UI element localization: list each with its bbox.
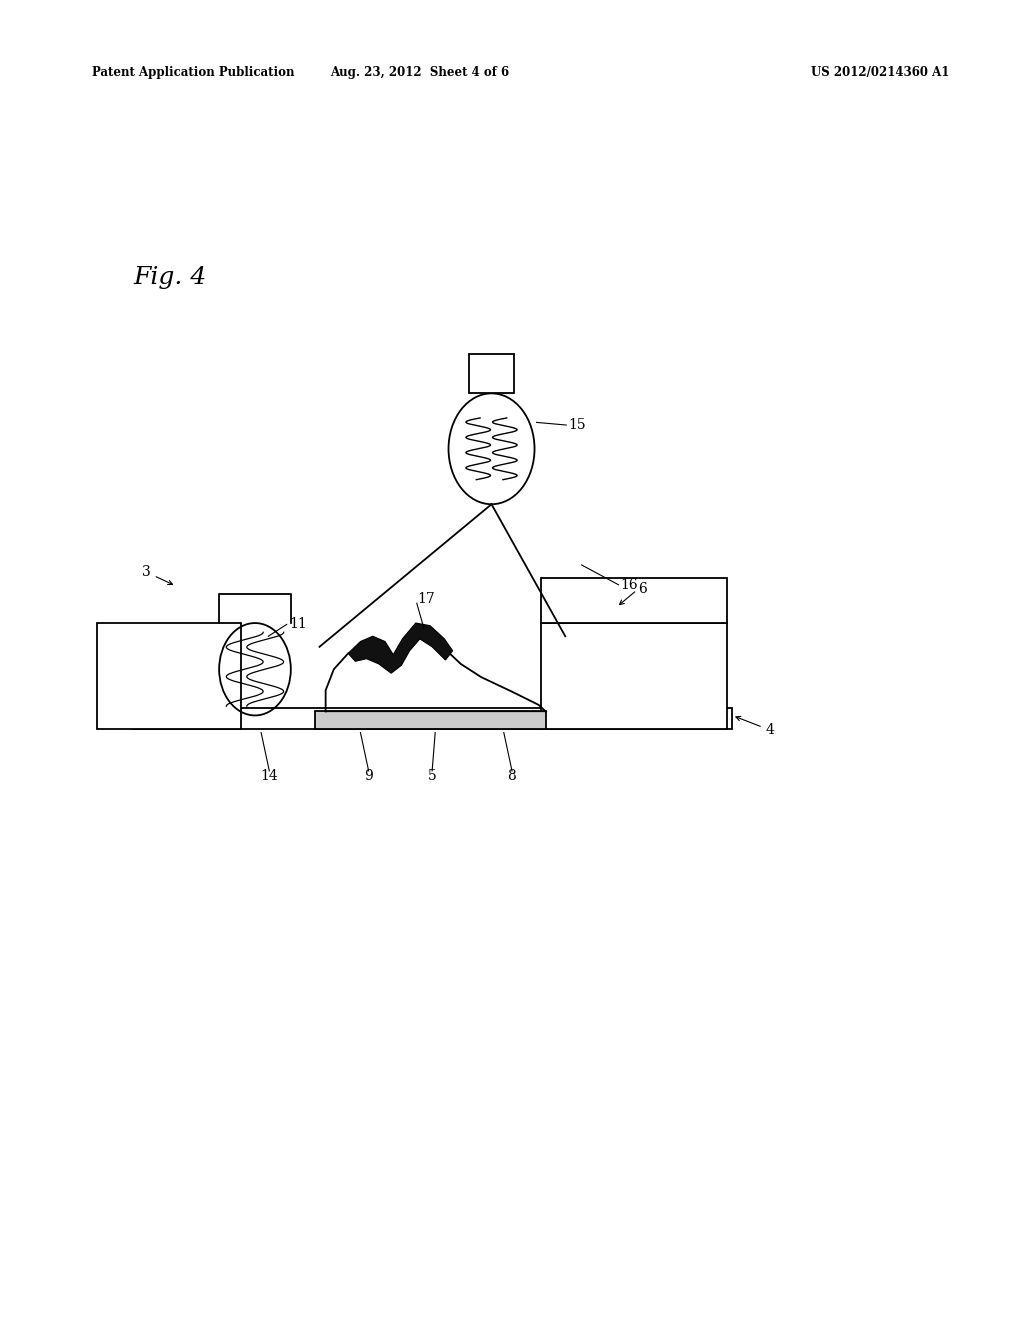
Bar (541, 578, 727, 623)
Text: 17: 17 (418, 593, 435, 606)
Bar (97, 623, 241, 729)
Text: 6: 6 (638, 582, 647, 595)
Text: Fig. 4: Fig. 4 (133, 265, 207, 289)
Text: Aug. 23, 2012  Sheet 4 of 6: Aug. 23, 2012 Sheet 4 of 6 (331, 66, 509, 79)
Text: 16: 16 (621, 578, 638, 591)
Text: 5: 5 (428, 770, 436, 783)
Text: 4: 4 (766, 723, 775, 737)
Bar (469, 354, 514, 393)
Text: 15: 15 (568, 418, 586, 432)
Bar (133, 708, 732, 729)
Text: US 2012/0214360 A1: US 2012/0214360 A1 (811, 66, 950, 79)
Text: Patent Application Publication: Patent Application Publication (92, 66, 295, 79)
Text: 3: 3 (142, 565, 151, 578)
Polygon shape (348, 623, 453, 673)
Bar (315, 711, 546, 729)
Text: 9: 9 (365, 770, 373, 783)
Text: 14: 14 (260, 770, 279, 783)
Text: 8: 8 (508, 770, 516, 783)
Text: 11: 11 (290, 618, 307, 631)
Bar (541, 623, 727, 729)
